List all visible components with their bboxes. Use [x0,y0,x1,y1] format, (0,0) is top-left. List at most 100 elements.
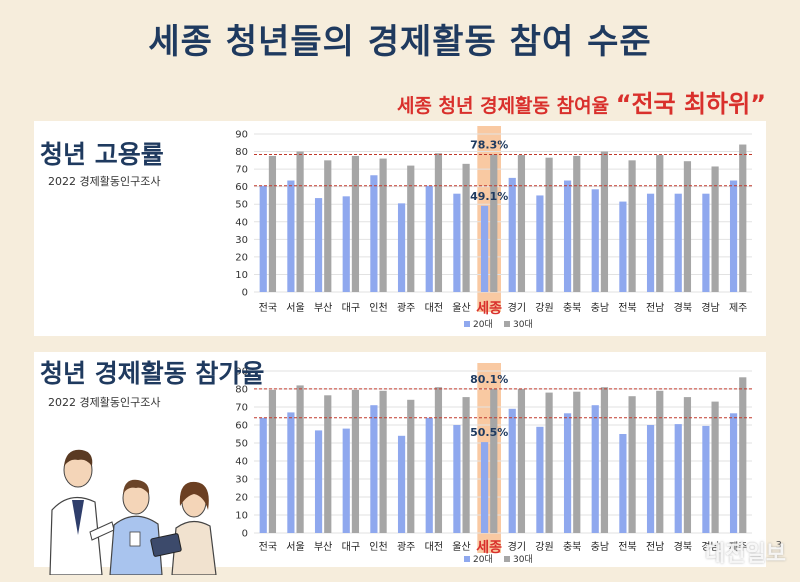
category-label: 충남 [591,302,609,314]
bar-30대 [517,155,526,292]
participation-rate-chart: 0 10 20 30 40 50 60 70 80 90 80.1% 50.5% 전국 서울 부산 대구 인천 광… [235,363,752,565]
category-label: 전국 [259,541,277,553]
y-tick-label: 10 [235,270,248,281]
bar-20대 [453,425,461,533]
category-label: 전국 [259,302,277,314]
y-tick-label: 90 [235,130,248,141]
employment-rate-chart: 0 10 20 30 40 50 60 70 80 90 78.3% 49.1% 전국 서울 부산 대구 인천 광… [235,126,752,330]
bar-30대 [656,390,664,533]
bar-20대 [563,180,572,292]
bar-20대 [729,180,738,292]
legend-swatch [504,321,510,327]
bar-20대 [370,175,378,292]
bar-30대 [711,401,719,533]
bar-30대 [545,392,553,533]
bar-20대 [536,195,544,292]
chart-source-employment: 2022 경제활동인구조사 [48,175,161,188]
legend-swatch [464,556,470,562]
bar-30대 [379,158,387,292]
bar-20대 [314,430,323,533]
bar-30대 [739,144,747,292]
category-label: 경남 [701,540,719,553]
y-tick-label: 70 [235,165,248,176]
y-tick-label: 40 [235,457,248,468]
y-tick-label: 50 [235,200,248,211]
bar-30대 [739,377,747,533]
y-tick-label: 40 [235,217,248,228]
bar-20대 [508,177,516,292]
category-label: 충북 [563,302,581,314]
bar-20대 [591,405,599,533]
bar-20대 [425,417,433,533]
bar-30대 [407,165,415,292]
bar-30대 [517,389,526,533]
category-label: 전북 [618,541,636,553]
category-label: 경북 [674,540,692,553]
y-tick-label: 20 [235,252,248,263]
bar-30대 [462,397,470,533]
category-label: 전북 [618,302,636,314]
category-label: 대구 [342,541,360,553]
y-tick-label: 50 [235,439,248,450]
illustration-woman-right [150,481,217,575]
bar-30대 [296,385,304,533]
bar-30대 [683,161,692,292]
bar-30대 [351,389,360,533]
bar-20대 [702,193,710,292]
y-tick-label: 80 [235,385,248,396]
bar-20대 [370,405,378,533]
bar-20대 [342,428,350,533]
category-label: 경기 [508,540,526,553]
category-label: 광주 [397,541,415,553]
category-label: 강원 [535,541,553,553]
category-label: 전남 [646,541,664,553]
category-label: 제주 [729,541,747,553]
category-label: 충북 [563,541,581,553]
y-tick-label: 0 [242,529,248,540]
bar-30대 [490,388,498,533]
category-label-highlight: 세종 [476,540,502,556]
category-label: 울산 [452,302,470,314]
bar-20대 [563,413,572,533]
category-label: 강원 [535,302,553,314]
bar-20대 [287,412,295,533]
bar-30대 [407,399,415,533]
y-tick-label: 10 [235,511,248,522]
y-tick-label: 90 [235,367,248,378]
bar-30대 [351,155,360,292]
bar-20대 [674,193,682,292]
category-label: 인천 [369,302,387,314]
category-label: 대전 [425,541,443,553]
bar-30대 [600,151,609,292]
chart-source-participation: 2022 경제활동인구조사 [48,396,161,409]
y-tick-label: 60 [235,421,248,432]
bar-20대 [646,193,655,292]
chart-panel-employment: 0 10 20 30 40 50 60 70 80 90 78.3% 49.1% 전국 서울 부산 대구 인천 광… [34,121,766,336]
bar-20대 [619,434,627,533]
y-tick-label: 80 [235,147,248,158]
bar-30대 [628,160,636,292]
legend-label: 20대 [473,319,493,330]
chart-title-participation: 청년 경제활동 참가율 [40,359,265,388]
category-label-highlight: 세종 [476,301,502,317]
bar-20대 [536,426,544,533]
category-label: 제주 [729,302,747,314]
page-subtitle: 세종 청년 경제활동 참여율 “전국 최하위” [397,84,766,119]
bar-20대 [674,424,682,533]
y-tick-label: 0 [242,288,248,299]
y-tick-label: 20 [235,493,248,504]
bar-30대 [628,396,636,533]
legend-swatch [504,556,510,562]
legend-swatch [464,321,470,327]
bar-20대 [453,193,461,292]
bar-20대 [480,442,489,533]
legend-label: 30대 [513,554,533,565]
data-label: 50.5% [470,426,508,439]
bar-20대 [287,180,295,292]
bar-30대 [324,160,332,292]
publisher-watermark: 대전일보 [705,542,786,567]
bar-30대 [434,387,443,533]
y-tick-label: 30 [235,235,248,246]
people-illustration [49,449,217,575]
bar-30대 [656,155,664,292]
